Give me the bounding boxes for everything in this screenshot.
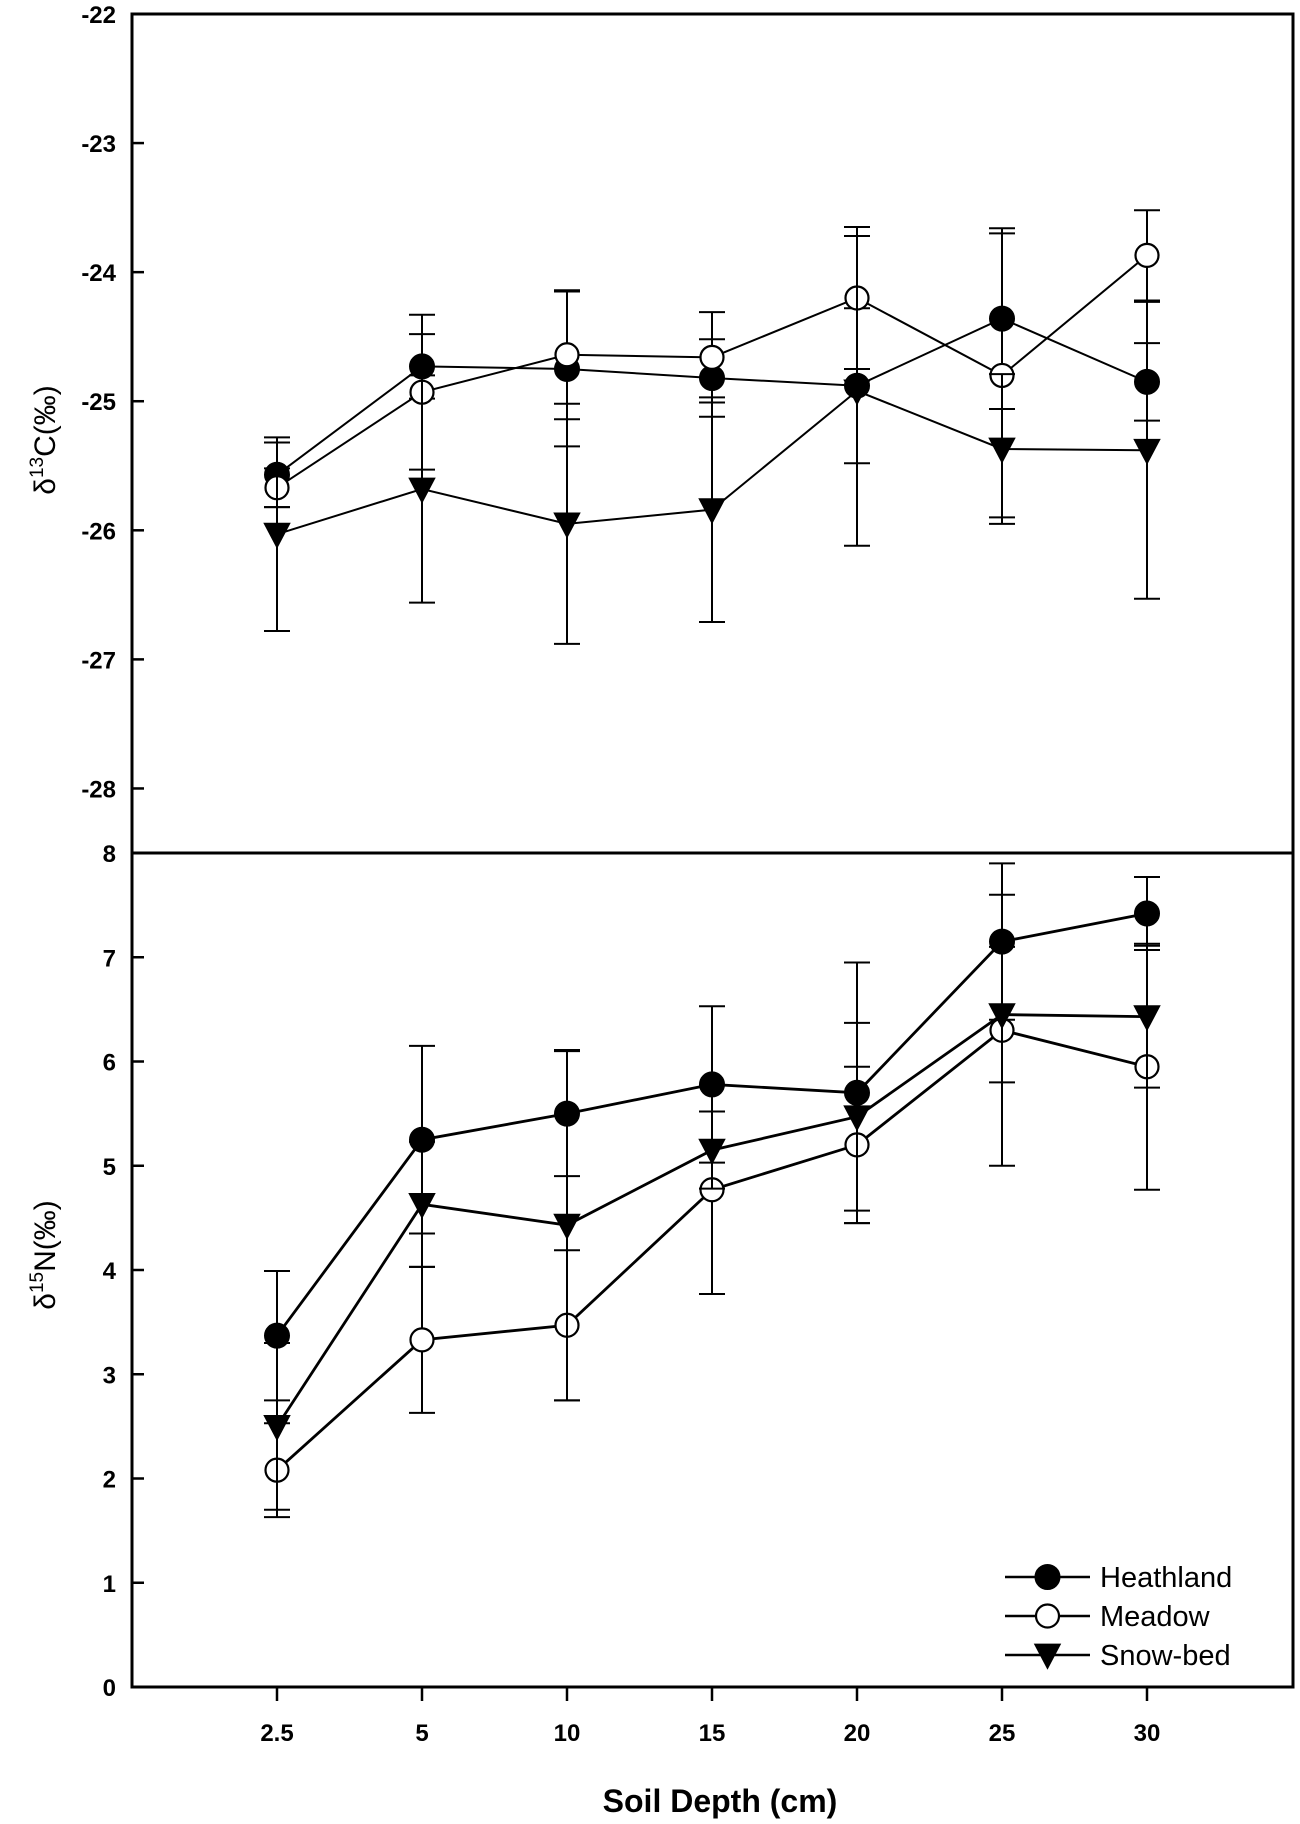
data-point [553, 512, 581, 539]
legend-marker [1033, 1643, 1062, 1670]
legend-marker [1034, 1603, 1061, 1629]
y-tick-label: 5 [103, 1154, 116, 1181]
data-point [988, 1003, 1016, 1030]
x-tick-label: 30 [1134, 1720, 1161, 1747]
y-tick-label: -27 [81, 647, 116, 674]
legend-marker [1034, 1564, 1061, 1590]
y-tick-label: 2 [103, 1467, 116, 1494]
data-point [988, 437, 1016, 464]
data-point [1134, 242, 1160, 268]
legend-item-snow-bed: Snow-bed [1005, 1640, 1231, 1672]
data-point [553, 1213, 581, 1240]
y-tick-label: 6 [103, 1050, 116, 1077]
series-snow-bed [263, 944, 1161, 1511]
y-tick-label: 0 [103, 1675, 116, 1702]
data-point [409, 1327, 435, 1353]
data-point [843, 1105, 871, 1132]
y-tick-label: -25 [81, 389, 116, 416]
y-tick-label: -23 [81, 131, 116, 158]
y-tick-label: 3 [103, 1362, 116, 1389]
y-tick-label: -28 [81, 776, 116, 803]
panel-delta13c: δ13C(‰) -22 -23 -24 -25 -26 -27 -28 [27, 2, 1295, 855]
data-point [408, 477, 436, 504]
data-point [263, 522, 291, 549]
x-tick-label: 20 [844, 1720, 871, 1747]
series-meadow [264, 893, 1160, 1519]
data-point [843, 379, 871, 406]
x-tick-label: 15 [699, 1720, 726, 1747]
x-axis-title: Soil Depth (cm) [603, 1783, 838, 1819]
data-point [699, 344, 725, 370]
y-tick-label: -22 [81, 2, 116, 29]
legend: Heathland Meadow Snow-bed [1005, 1562, 1232, 1672]
data-point [408, 1192, 436, 1220]
legend-item-meadow: Meadow [1005, 1601, 1211, 1633]
legend-label: Snow-bed [1100, 1640, 1231, 1672]
x-tick-label: 10 [554, 1720, 581, 1747]
x-tick-label: 5 [415, 1720, 428, 1747]
data-point [1133, 438, 1161, 466]
data-point [263, 1415, 291, 1442]
y-axis-title-delta15n: δ15N(‰) [27, 1200, 62, 1310]
data-point [554, 342, 580, 368]
y-tick-label: 8 [103, 841, 116, 868]
data-point [1133, 1005, 1161, 1032]
legend-label: Meadow [1100, 1601, 1211, 1633]
x-tick-label: 25 [989, 1720, 1016, 1747]
legend-label: Heathland [1100, 1562, 1232, 1594]
x-tick-label: 2.5 [260, 1720, 293, 1747]
y-axis-title-delta13c: δ13C(‰) [27, 385, 62, 495]
data-point [1134, 900, 1160, 927]
y-tick-label: -26 [81, 518, 116, 545]
series-snow-bed [263, 235, 1161, 645]
data-point [698, 1138, 726, 1165]
y-tick-label: 7 [103, 945, 116, 972]
legend-item-heathland: Heathland [1005, 1562, 1232, 1594]
data-point [698, 498, 726, 525]
y-tick-label: 1 [103, 1571, 116, 1598]
panel-delta15n: δ15N(‰) 0 1 2 3 4 5 6 7 8 2.5 5 10 15 20 25 30 [27, 841, 1295, 1747]
y-tick-label: 4 [103, 1258, 117, 1285]
y-tick-label: -24 [81, 260, 116, 287]
